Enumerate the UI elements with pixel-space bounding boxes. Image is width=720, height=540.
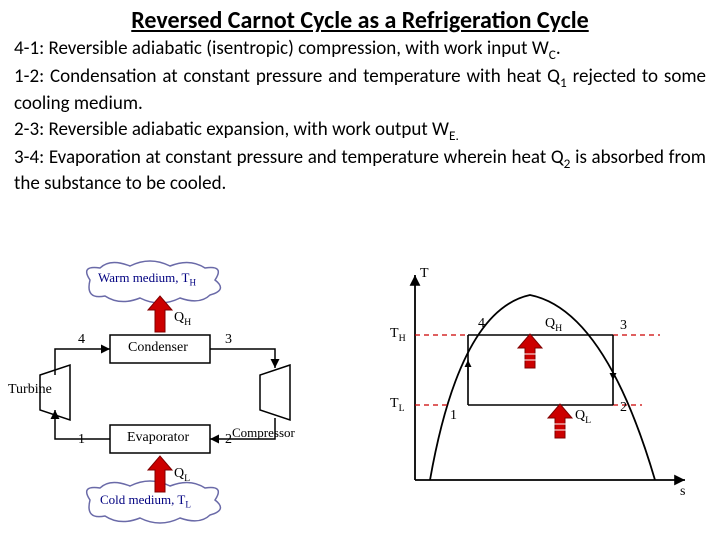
ql-ts-arrow-icon [548, 404, 572, 438]
evaporator-label: Evaporator [127, 430, 189, 446]
ts-node-3: 3 [620, 318, 627, 334]
compressor-label: Compressor [232, 425, 295, 441]
step-34: 3-4: Evaporation at constant pressure an… [14, 146, 706, 196]
condenser-label: Condenser [128, 340, 188, 356]
s-axis-label: s [680, 484, 685, 500]
node-1-label: 1 [78, 432, 85, 448]
page-title: Reversed Carnot Cycle as a Refrigeration… [0, 0, 720, 37]
process-description: 4-1: Reversible adiabatic (isentropic) c… [0, 37, 720, 196]
qh-label: QH [174, 310, 191, 328]
step-41: 4-1: Reversible adiabatic (isentropic) c… [14, 37, 706, 63]
step-12: 1-2: Condensation at constant pressure a… [14, 65, 706, 115]
ts-svg [360, 260, 720, 540]
schematic-diagram: Warm medium, TH Cold medium, TL Condense… [0, 260, 360, 540]
diagrams-row: Warm medium, TH Cold medium, TL Condense… [0, 260, 720, 540]
ts-node-1: 1 [450, 408, 457, 424]
turbine-label: Turbine [8, 382, 52, 398]
cold-medium-label: Cold medium, TL [100, 492, 191, 510]
t-axis-label: T [420, 266, 429, 282]
ts-node-4: 4 [478, 316, 485, 332]
ts-qh-label: QH [545, 316, 562, 334]
tl-label: TL [390, 396, 405, 414]
ts-node-2: 2 [620, 400, 627, 416]
ts-diagram: T s TH TL 4 3 2 1 QH QL [360, 260, 720, 540]
ts-ql-label: QL [575, 408, 591, 426]
node-2-label: 2 [225, 432, 232, 448]
step-23: 2-3: Reversible adiabatic expansion, wit… [14, 118, 706, 144]
th-label: TH [390, 326, 406, 344]
node-3-label: 3 [225, 332, 232, 348]
warm-medium-label: Warm medium, TH [98, 270, 196, 288]
ql-arrow-icon [148, 456, 172, 492]
qh-ts-arrow-icon [518, 334, 542, 368]
ql-label: QL [174, 466, 190, 484]
node-4-label: 4 [78, 332, 85, 348]
